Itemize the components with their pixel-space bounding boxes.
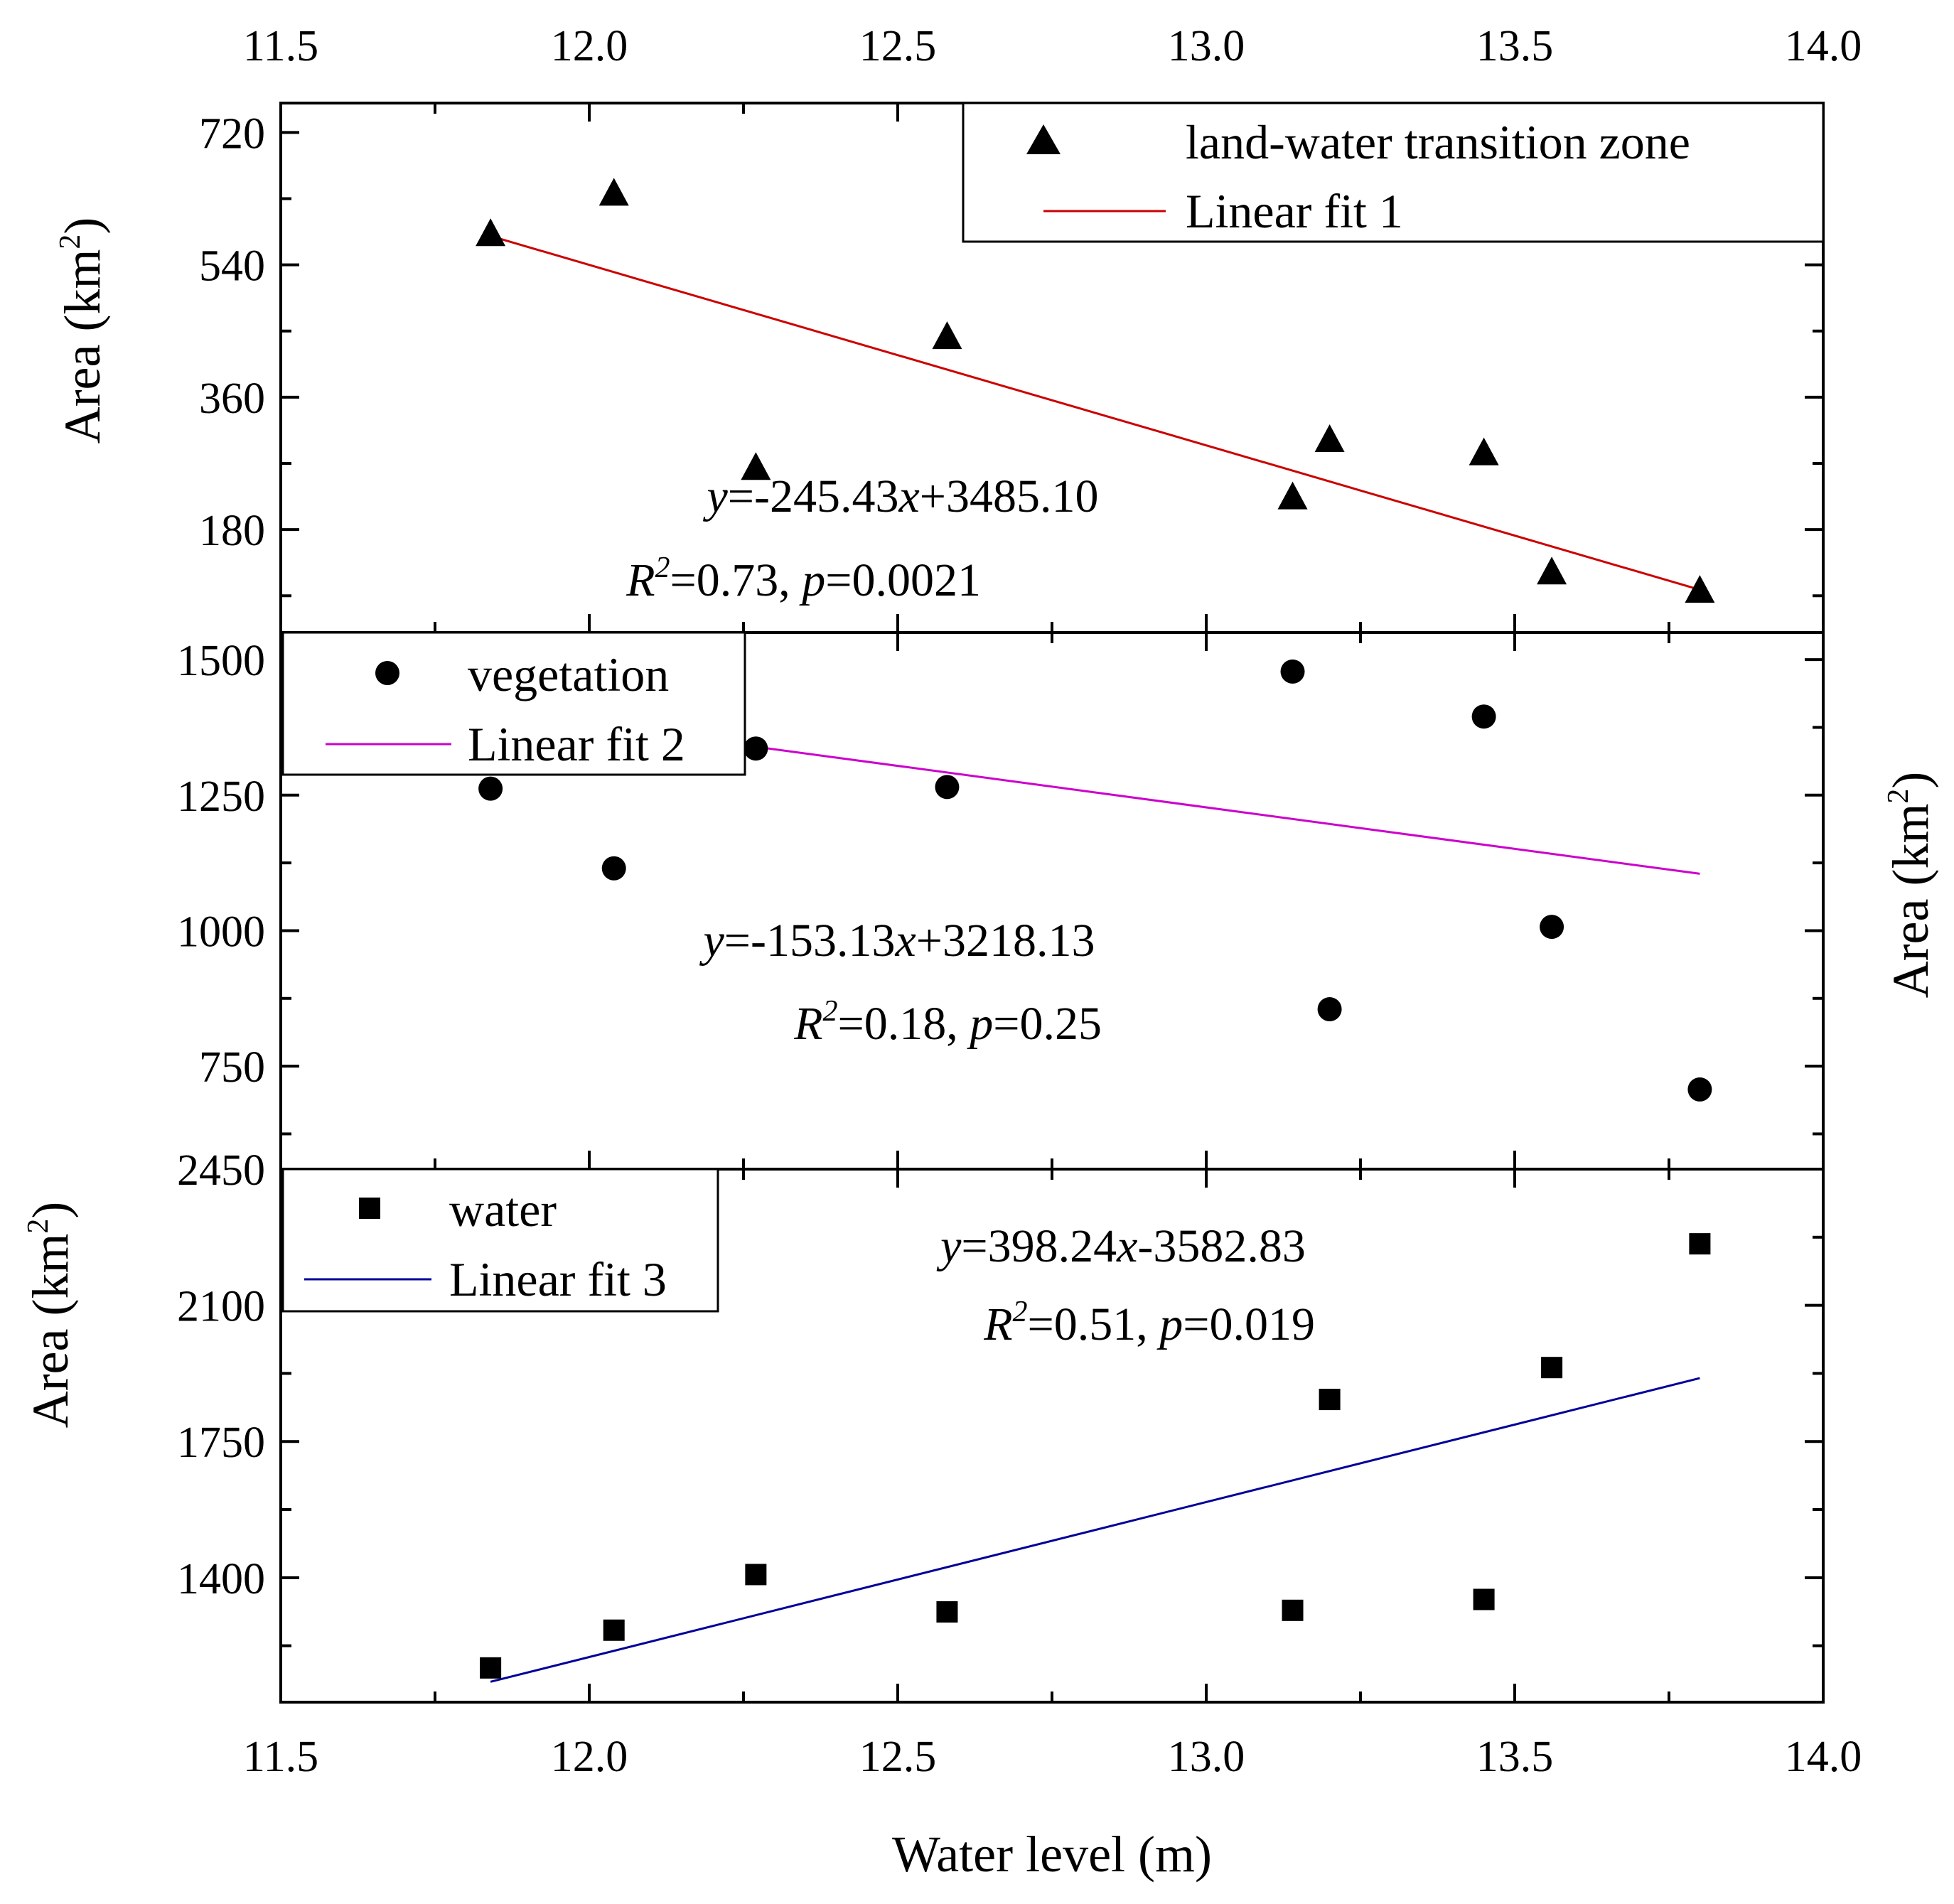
data-point-triangle (1685, 575, 1715, 603)
data-point-circle (1687, 1077, 1712, 1102)
y-axis-title-middle: Area (km2) (1882, 772, 1939, 999)
x-axis-ticks: 11.5 11.5 12.0 12.0 12.5 12.5 13.0 13.0 13.5 13.5… (243, 22, 1862, 1781)
data-point-square (1319, 1389, 1341, 1411)
data-point-triangle (1314, 424, 1345, 452)
equation-top: y=-245.43x+3485.10 (702, 470, 1098, 522)
data-point-circle (744, 736, 768, 761)
legend-bottom-box (281, 1168, 719, 1313)
y-tick-label: 750 (199, 1043, 265, 1092)
y-axis-ticks: 180 360 540 720 750 1000 1250 1500 1400 1750 2100 2… (177, 109, 1823, 1647)
y-tick-label: 2450 (177, 1146, 265, 1195)
y-tick-label: 1400 (177, 1555, 265, 1603)
data-point-circle (1540, 915, 1564, 940)
legend-bottom-square-marker (359, 1198, 380, 1219)
data-point-square (603, 1619, 625, 1641)
x-tick-label-top: 13.5 (1476, 22, 1554, 70)
data-point-triangle (1537, 556, 1567, 585)
data-point-square (1689, 1233, 1711, 1255)
data-point-circle (935, 775, 960, 800)
y-tick-label: 1000 (177, 908, 265, 956)
data-point-square (1541, 1357, 1563, 1379)
x-tick-label-top: 12.0 (551, 22, 628, 70)
y-tick-label: 540 (199, 242, 265, 291)
data-point-circle (1280, 659, 1305, 684)
x-tick-label-bottom: 12.0 (551, 1733, 628, 1781)
y-tick-label: 1500 (177, 637, 265, 685)
x-tick-label-bottom: 13.5 (1476, 1733, 1554, 1781)
data-point-triangle (1277, 481, 1308, 510)
data-point-square (936, 1601, 958, 1623)
x-tick-label-top: 14.0 (1785, 22, 1862, 70)
data-point-circle (1471, 704, 1496, 729)
data-markers (476, 178, 1715, 1679)
legend-bottom-fit-label: Linear fit 3 (449, 1252, 667, 1306)
data-point-square (480, 1657, 502, 1679)
data-point-triangle (476, 218, 506, 247)
legend-top-box (962, 102, 1825, 243)
data-point-triangle (598, 178, 629, 206)
x-tick-label-bottom: 12.5 (859, 1733, 937, 1781)
x-tick-label-top: 13.0 (1168, 22, 1245, 70)
x-tick-label-bottom: 14.0 (1785, 1733, 1862, 1781)
data-point-triangle (741, 452, 771, 480)
y-tick-label: 360 (199, 375, 265, 423)
data-point-triangle (1469, 437, 1499, 466)
data-point-square (1473, 1588, 1495, 1610)
legend-middle-series-label: vegetation (468, 647, 669, 701)
legend-top-series-label: land-water transition zone (1186, 115, 1690, 169)
legend-bottom-series-label: water (449, 1183, 557, 1237)
stats-middle: R2=0.18, p=0.25 (793, 995, 1102, 1050)
data-point-triangle (932, 321, 962, 350)
data-point-circle (601, 856, 626, 881)
y-tick-label: 720 (199, 109, 265, 158)
y-tick-label: 1250 (177, 773, 265, 821)
data-point-circle (1317, 997, 1342, 1022)
equation-middle: y=-153.13x+3218.13 (699, 915, 1095, 967)
fit-lines (490, 235, 1700, 1683)
y-tick-label: 2100 (177, 1283, 265, 1331)
y-axis-title-bottom: Area (km2) (22, 1202, 79, 1429)
legend-bottom: water Linear fit 3 (281, 1168, 719, 1313)
legend-top-fit-label: Linear fit 1 (1186, 184, 1403, 238)
legend-top-triangle-marker (1026, 124, 1061, 154)
x-tick-label-bottom: 11.5 (243, 1733, 318, 1781)
legend-middle-circle-marker (375, 661, 399, 685)
x-tick-label-bottom: 13.0 (1168, 1733, 1245, 1781)
legend-middle-box (281, 631, 746, 776)
fit-line-top (490, 235, 1700, 591)
fit-line-bottom (490, 1377, 1700, 1683)
data-point-circle (478, 776, 503, 801)
y-tick-label: 1750 (177, 1419, 265, 1467)
y-axis-title-top: Area (km2) (54, 217, 111, 444)
legend-middle: vegetation Linear fit 2 (281, 631, 746, 776)
equation-bottom: y=398.24x-3582.83 (936, 1220, 1306, 1272)
stats-bottom: R2=0.51, p=0.019 (983, 1296, 1315, 1350)
x-tick-label-top: 12.5 (859, 22, 937, 70)
stats-top: R2=0.73, p=0.0021 (626, 552, 981, 606)
x-axis-title: Water level (m) (892, 1826, 1212, 1883)
data-point-square (1282, 1599, 1304, 1621)
data-point-square (745, 1564, 767, 1586)
legend-middle-fit-label: Linear fit 2 (468, 717, 685, 771)
legend-top: land-water transition zone Linear fit 1 (962, 102, 1825, 243)
y-tick-label: 180 (199, 507, 265, 555)
x-tick-label-top: 11.5 (243, 22, 318, 70)
